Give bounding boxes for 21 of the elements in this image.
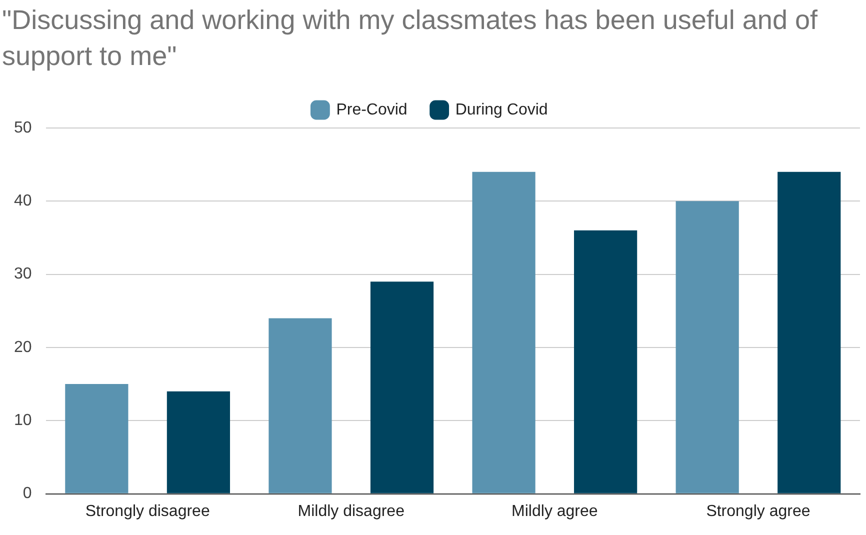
bar <box>370 282 434 494</box>
x-tick-label: Mildly agree <box>512 502 598 520</box>
legend-label: During Covid <box>455 101 548 118</box>
y-tick-label: 40 <box>14 192 32 210</box>
y-tick-label: 0 <box>22 485 32 502</box>
y-tick-label: 20 <box>14 338 32 356</box>
bar <box>778 172 841 494</box>
y-tick-label: 30 <box>14 266 32 283</box>
x-tick-label: Mildly disagree <box>298 502 405 520</box>
bar <box>166 391 230 494</box>
bar <box>574 230 638 494</box>
y-tick-label: 50 <box>14 119 32 136</box>
x-tick-label: Strongly disagree <box>85 502 210 520</box>
bar <box>268 318 332 494</box>
chart-title: "Discussing and working with my classmates has been useful and of support to me" <box>2 4 818 73</box>
bar <box>676 201 739 494</box>
legend-label: Pre-Covid <box>336 101 408 118</box>
bar <box>472 172 536 494</box>
x-tick-label: Strongly agree <box>706 502 810 520</box>
bar <box>65 384 128 494</box>
y-tick-label: 10 <box>14 412 32 430</box>
